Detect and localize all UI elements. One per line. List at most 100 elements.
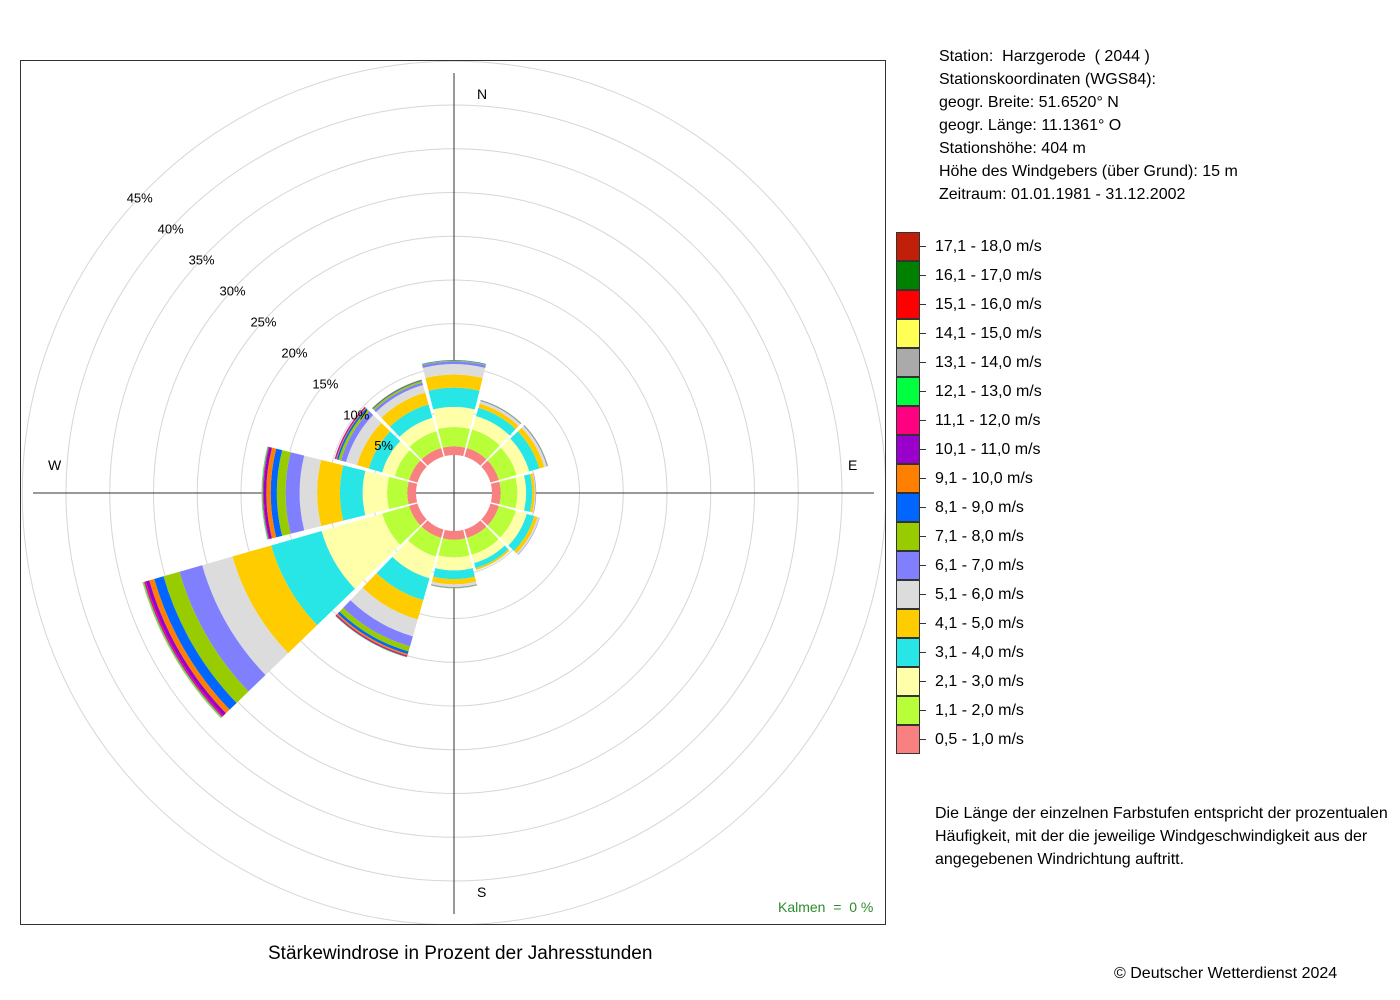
sector-90-bin-3: [523, 474, 533, 512]
sector-0-bin-2: [433, 406, 475, 429]
legend-label: 7,1 - 8,0 m/s: [935, 528, 1024, 545]
legend-swatch: [896, 609, 920, 638]
legend-swatch: [896, 290, 920, 319]
sector-300-bin-8: [336, 408, 368, 460]
legend-label: 11,1 - 12,0 m/s: [935, 412, 1041, 429]
sector-0-bin-4: [425, 374, 483, 391]
sector-270-bin-6: [285, 452, 305, 534]
legend-label: 6,1 - 7,0 m/s: [935, 557, 1024, 574]
sector-270-bin-4: [317, 459, 344, 527]
legend-tick: [920, 449, 926, 450]
sector-210-bin-2: [392, 540, 436, 579]
legend-item: 7,1 - 8,0 m/s: [896, 522, 1096, 551]
legend-label: 9,1 - 10,0 m/s: [935, 470, 1033, 487]
legend-swatch: [896, 696, 920, 725]
legend-item: 14,1 - 15,0 m/s: [896, 319, 1096, 348]
sector-180-bin-1: [438, 538, 470, 558]
legend-item: 13,1 - 14,0 m/s: [896, 348, 1096, 377]
compass-west: W: [48, 457, 62, 473]
legend-swatch: [896, 377, 920, 406]
legend-tick: [920, 623, 926, 624]
sector-270-bin-2: [362, 470, 390, 516]
sector-270-bin-11: [262, 446, 270, 540]
ring-label: 20%: [281, 345, 307, 360]
legend-item: 5,1 - 6,0 m/s: [896, 580, 1096, 609]
ring-label: 10%: [343, 407, 369, 422]
legend-item: 17,1 - 18,0 m/s: [896, 232, 1096, 261]
sector-180-bin-6: [431, 584, 477, 588]
sector-240-bin-9: [149, 578, 230, 714]
legend-item: 1,1 - 2,0 m/s: [896, 696, 1096, 725]
legend-item: 4,1 - 5,0 m/s: [896, 609, 1096, 638]
sector-60-bin-0: [481, 460, 499, 483]
sector-150-bin-1: [466, 526, 499, 555]
sector-330-bin-0: [421, 448, 444, 466]
sector-180-bin-2: [435, 555, 473, 571]
compass-south: S: [477, 884, 486, 900]
sector-150-bin-0: [464, 520, 487, 538]
legend-label: 2,1 - 3,0 m/s: [935, 673, 1024, 690]
sector-240-bin-8: [154, 576, 237, 710]
legend-swatch: [896, 638, 920, 667]
legend-swatch: [896, 522, 920, 551]
sector-240-bin-4: [232, 545, 318, 654]
compass-east: E: [848, 457, 857, 473]
legend-label: 16,1 - 17,0 m/s: [935, 267, 1042, 284]
sector-90-bin-2: [515, 475, 527, 511]
legend-swatch: [896, 464, 920, 493]
legend-tick: [920, 304, 926, 305]
legend-label: 14,1 - 15,0 m/s: [935, 325, 1042, 342]
legend-swatch: [896, 319, 920, 348]
sector-270-bin-5: [299, 455, 322, 531]
legend-tick: [920, 565, 926, 566]
legend-label: 4,1 - 5,0 m/s: [935, 615, 1024, 632]
legend-label: 13,1 - 14,0 m/s: [935, 354, 1042, 371]
sector-240-bin-1: [382, 505, 421, 545]
legend-swatch: [896, 580, 920, 609]
station-coords-title: Stationskoordinaten (WGS84):: [939, 71, 1156, 88]
sector-0-bin-3: [428, 387, 480, 410]
legend-swatch: [896, 551, 920, 580]
sector-330-bin-4: [381, 392, 429, 427]
sector-210-bin-5: [350, 587, 418, 637]
sector-330-bin-1: [409, 431, 442, 460]
station-longitude: geogr. Länge: 11.1361° O: [939, 117, 1122, 134]
station-latitude: geogr. Breite: 51.6520° N: [939, 94, 1119, 111]
legend-swatch: [896, 493, 920, 522]
legend-tick: [920, 681, 926, 682]
sector-300-bin-1: [394, 450, 421, 481]
speed-legend: 0,5 - 1,0 m/s 1,1 - 2,0 m/s 2,1 - 3,0 m/s 3…: [896, 232, 1096, 754]
legend-label: 12,1 - 13,0 m/s: [935, 383, 1042, 400]
legend-tick: [920, 391, 926, 392]
sector-210-bin-8: [337, 611, 409, 655]
sector-330-bin-3: [389, 404, 433, 437]
legend-swatch: [896, 261, 920, 290]
legend-item: 8,1 - 9,0 m/s: [896, 493, 1096, 522]
sector-120-bin-0: [481, 503, 499, 526]
sector-30-bin-5: [479, 400, 521, 427]
sector-270-bin-10: [263, 446, 272, 540]
legend-label: 5,1 - 6,0 m/s: [935, 586, 1024, 603]
sector-300-bin-3: [368, 431, 401, 473]
sector-120-bin-2: [500, 510, 527, 546]
sector-60-bin-2: [500, 438, 530, 476]
sector-300-bin-5: [345, 414, 382, 466]
ring-label: 35%: [189, 253, 215, 268]
sector-180-bin-5: [431, 581, 477, 588]
legend-item: 16,1 - 17,0 m/s: [896, 261, 1096, 290]
legend-item: 6,1 - 7,0 m/s: [896, 551, 1096, 580]
legend-tick: [920, 478, 926, 479]
ring-label: 25%: [250, 314, 276, 329]
time-period: Zeitraum: 01.01.1981 - 31.12.2002: [939, 186, 1186, 203]
sector-0-bin-7: [421, 360, 487, 366]
windrose-plot: 5% 10% 15% 20% 25% 30% 35% 40% 45% N E S W Kalmen = …: [20, 60, 886, 925]
sector-300-bin-4: [356, 422, 391, 469]
ring-label: 30%: [220, 284, 246, 299]
sector-60-bin-3: [510, 431, 540, 472]
station-info: Station: Harzgerode ( 2044 ) Stationskoo…: [939, 45, 1238, 206]
sector-60-bin-5: [521, 425, 547, 468]
sector-240-bin-6: [179, 565, 266, 692]
sector-30-bin-3: [476, 407, 516, 436]
calms-label: Kalmen = 0 %: [778, 899, 874, 915]
sector-90-bin-0: [490, 481, 501, 505]
